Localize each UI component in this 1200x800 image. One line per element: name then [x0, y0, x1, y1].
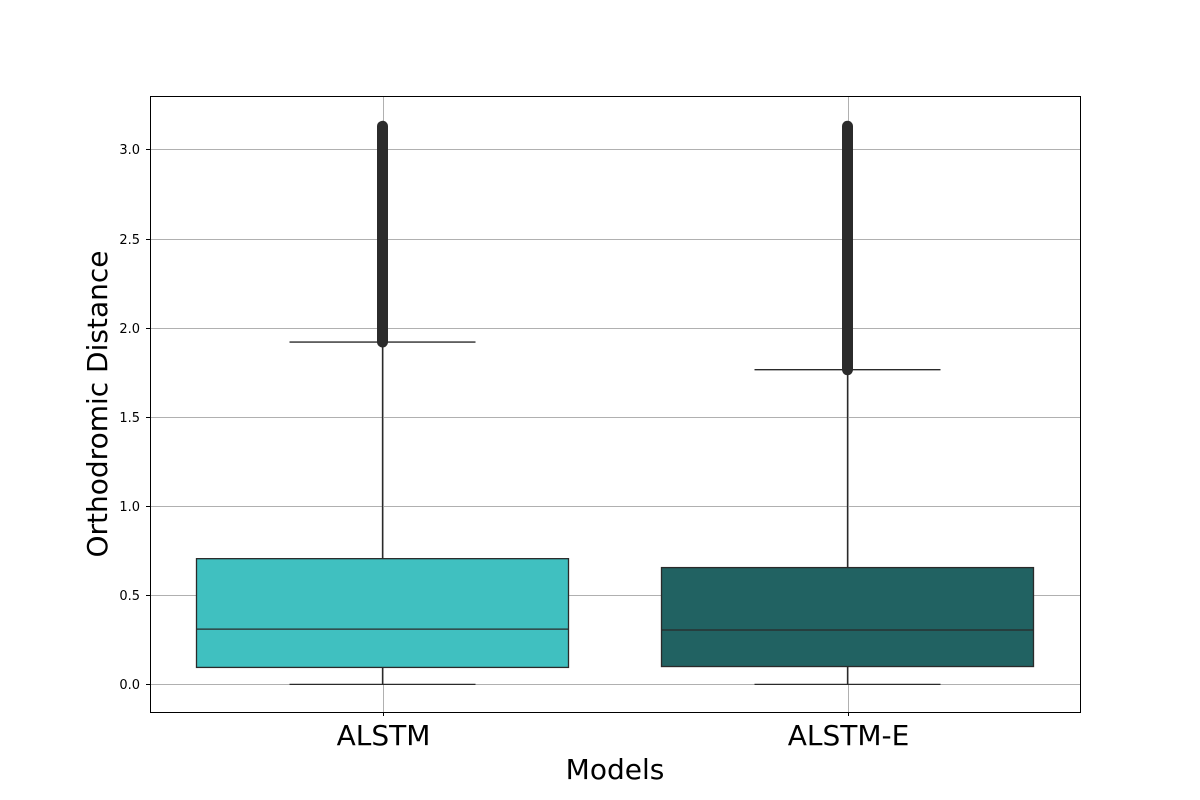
plot-frame [150, 96, 1081, 713]
y-tick-label: 0.5 [119, 589, 140, 604]
x-tick-label: ALSTM-E [788, 719, 910, 752]
y-tick-label: 2.5 [119, 233, 140, 248]
box-group [660, 120, 1035, 686]
y-axis-title: Orthodromic Distance [81, 251, 114, 558]
y-tick-label: 3.0 [119, 143, 140, 158]
x-tick-label: ALSTM [337, 719, 431, 752]
y-axis-ticks: 0.0 0.5 1.0 1.5 2.0 2.5 3.0 [119, 143, 150, 693]
box-group [195, 120, 570, 686]
y-tick-label: 2.0 [119, 322, 140, 337]
x-axis-ticks: ALSTM ALSTM-E [337, 712, 910, 752]
box-iqr [195, 558, 570, 669]
box-iqr [660, 566, 1035, 668]
y-tick-label: 1.0 [119, 500, 140, 515]
boxes [195, 120, 1035, 686]
x-axis-title: Models [566, 753, 665, 786]
y-tick-label: 0.0 [119, 678, 140, 693]
y-tick-label: 1.5 [119, 411, 140, 426]
